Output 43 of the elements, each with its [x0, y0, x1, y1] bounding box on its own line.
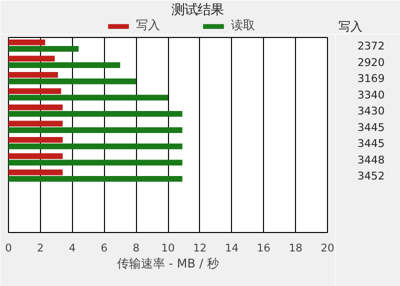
bar — [8, 62, 120, 68]
x-tick-label: 0 — [5, 242, 12, 254]
bar — [8, 94, 168, 101]
bar — [8, 136, 63, 143]
bar — [8, 176, 182, 182]
x-tick-label: 18 — [288, 242, 303, 254]
bar — [8, 153, 63, 160]
text: 写入 — [338, 20, 362, 34]
bar — [8, 120, 63, 127]
bar — [8, 127, 182, 134]
bar — [8, 72, 58, 78]
chart-title: 测试结果 — [172, 3, 224, 18]
text: 3430 — [358, 104, 385, 118]
bar — [8, 104, 63, 110]
x-tick-label: 12 — [193, 242, 207, 254]
text: 3340 — [358, 88, 385, 102]
bar — [8, 143, 182, 150]
text: 3169 — [358, 72, 385, 86]
x-tick-label: 4 — [68, 242, 76, 254]
x-tick-label: 6 — [100, 242, 108, 254]
x-axis-title: 传输速率 - MB / 秒 — [116, 256, 220, 270]
bar — [8, 88, 62, 94]
x-tick-label: 8 — [132, 242, 140, 254]
bar — [8, 169, 63, 176]
x-tick-label: 20 — [320, 242, 334, 254]
bar — [8, 46, 79, 52]
legend-label: 写入 — [136, 17, 160, 34]
text: 2920 — [358, 56, 385, 69]
x-tick-label: 14 — [225, 242, 239, 254]
bar — [8, 160, 182, 166]
text: 3448 — [358, 153, 385, 166]
text: 3445 — [358, 137, 385, 150]
bar — [8, 39, 46, 46]
text: 3445 — [358, 120, 385, 134]
bar — [8, 110, 182, 117]
text: 3452 — [358, 170, 385, 183]
x-tick-label: 2 — [37, 242, 44, 254]
bar — [8, 56, 55, 62]
x-tick-label: 16 — [256, 242, 271, 254]
legend-label: 读取 — [231, 17, 255, 34]
bar — [8, 78, 136, 84]
x-tick-label: 10 — [161, 242, 175, 254]
text: 2372 — [358, 40, 385, 53]
